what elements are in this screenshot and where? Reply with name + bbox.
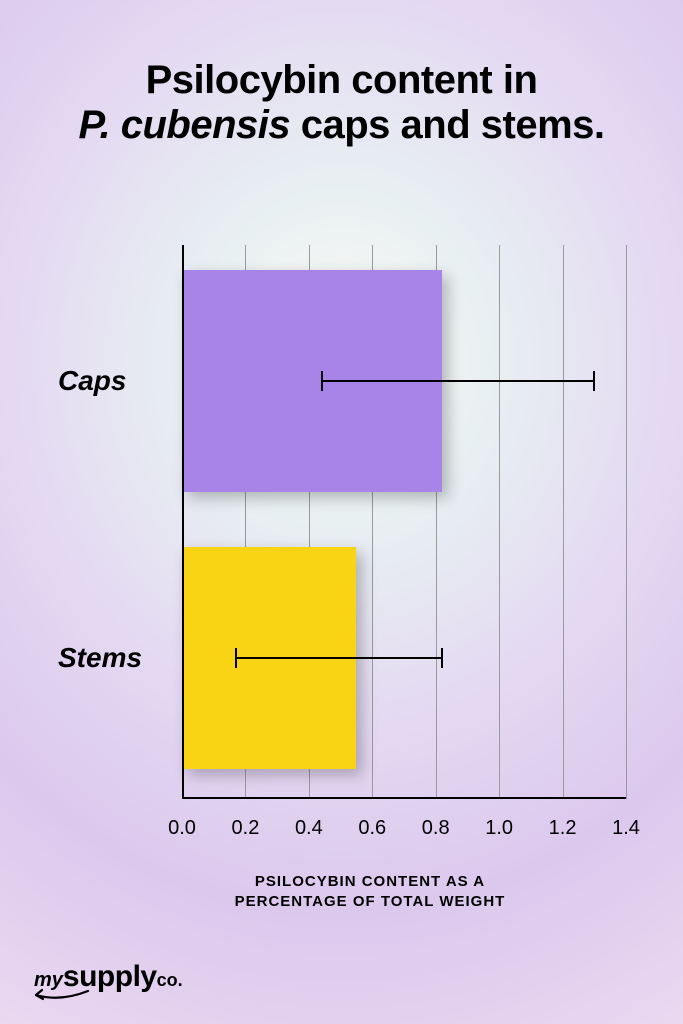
x-tick-label: 1.4 [612, 817, 640, 840]
x-tick-label: 1.0 [485, 817, 513, 840]
error-bar [322, 380, 595, 382]
x-axis-label-line-1: PSILOCYBIN CONTENT AS A [200, 872, 540, 892]
x-axis-label: PSILOCYBIN CONTENT AS A PERCENTAGE OF TO… [200, 872, 540, 913]
logo-co: co. [157, 970, 183, 990]
x-tick-label: 0.0 [168, 817, 196, 840]
x-axis [182, 797, 626, 799]
error-bar [236, 657, 442, 659]
grid-line [626, 245, 627, 799]
x-tick-label: 1.2 [549, 817, 577, 840]
chart-title: Psilocybin content in P. cubensis caps a… [0, 0, 683, 148]
error-cap [441, 648, 443, 668]
grid-line [499, 245, 500, 799]
y-axis [182, 245, 184, 799]
logo-arrow-icon [30, 988, 90, 1002]
bar-chart: 0.00.20.40.60.81.01.21.4CapsStems [182, 245, 626, 799]
error-cap [235, 648, 237, 668]
title-line-1: Psilocybin content in [0, 58, 683, 103]
x-tick-label: 0.6 [358, 817, 386, 840]
title-line-2-post: caps and stems. [290, 103, 604, 147]
brand-logo: mysupplyco. [34, 960, 183, 994]
error-cap [593, 371, 595, 391]
title-line-2: P. cubensis caps and stems. [0, 103, 683, 148]
title-species: P. cubensis [78, 103, 290, 147]
category-label: Caps [58, 365, 126, 397]
error-cap [321, 371, 323, 391]
x-tick-label: 0.4 [295, 817, 323, 840]
category-label: Stems [58, 642, 142, 674]
x-tick-label: 0.2 [232, 817, 260, 840]
x-tick-label: 0.8 [422, 817, 450, 840]
grid-line [563, 245, 564, 799]
x-axis-label-line-2: PERCENTAGE OF TOTAL WEIGHT [200, 892, 540, 912]
